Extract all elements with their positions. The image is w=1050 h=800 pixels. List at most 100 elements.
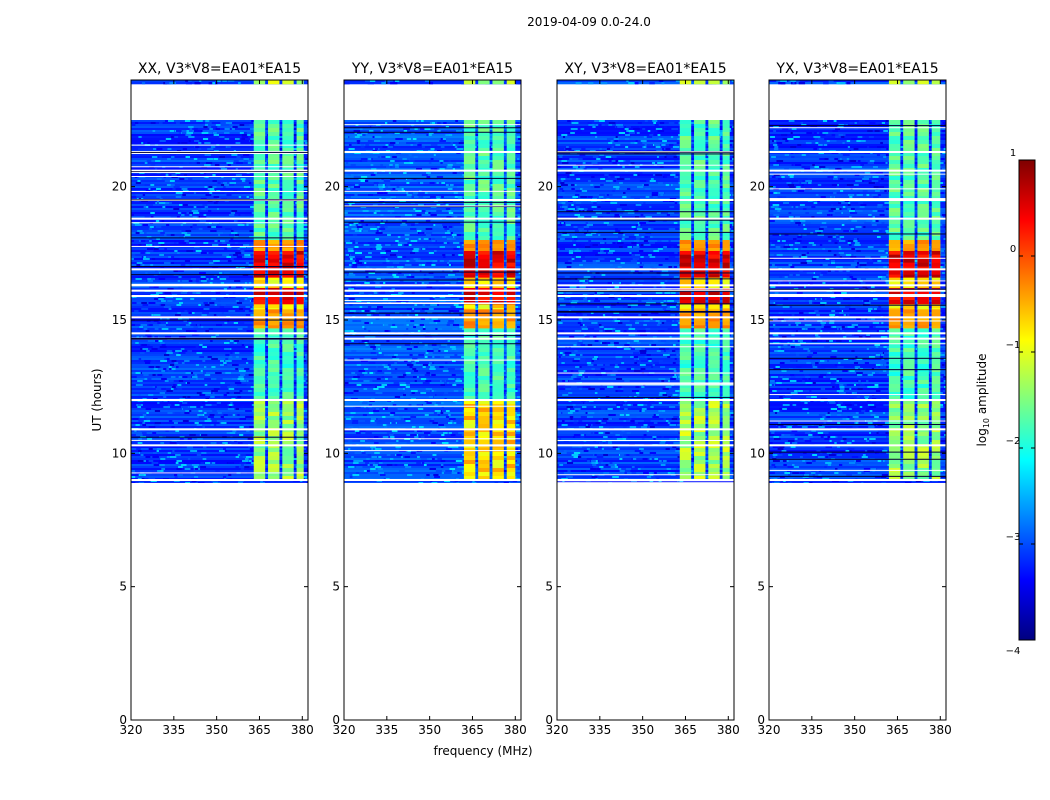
heatmap-cell <box>194 374 198 377</box>
heatmap-cell <box>204 154 212 157</box>
heatmap-cell <box>447 236 454 239</box>
rfi-cell <box>506 340 516 345</box>
x-tick-label: 335 <box>162 723 185 737</box>
heatmap-row <box>344 292 521 295</box>
rfi-cell <box>506 309 516 314</box>
rfi-cell <box>506 440 516 445</box>
heatmap-cell <box>408 120 415 123</box>
heatmap-cell <box>165 138 172 141</box>
heatmap-cell <box>410 416 417 419</box>
heatmap-cell <box>241 138 245 141</box>
rfi-cell <box>282 325 294 329</box>
heatmap-cell <box>197 324 200 327</box>
heatmap-row <box>344 354 521 357</box>
heatmap-cell <box>515 282 520 285</box>
rfi-cell <box>506 432 516 437</box>
heatmap-cell <box>365 144 370 147</box>
heatmap-row <box>344 480 521 483</box>
heatmap-cell <box>235 220 238 223</box>
rfi-cell <box>253 325 266 329</box>
heatmap-cell <box>502 184 509 187</box>
rfi-cell <box>492 148 504 153</box>
rfi-cell <box>463 120 476 125</box>
heatmap-cell <box>165 174 169 177</box>
heatmap-cell <box>304 142 308 145</box>
heatmap-row <box>131 138 308 141</box>
heatmap-cell <box>351 350 357 353</box>
heatmap-row <box>344 142 521 145</box>
rfi-cell <box>253 192 266 197</box>
rfi-cell <box>478 352 490 357</box>
heatmap-cell <box>346 188 351 191</box>
heatmap-cell <box>162 206 167 209</box>
heatmap-row <box>131 302 308 305</box>
rfi-cell <box>296 258 304 263</box>
heatmap-row <box>131 380 308 383</box>
heatmap-cell <box>302 228 308 231</box>
heatmap-cell <box>385 378 388 381</box>
heatmap-cell <box>181 280 189 283</box>
heatmap-cell <box>191 480 197 483</box>
heatmap-cell <box>173 208 180 211</box>
heatmap-cell <box>397 360 405 363</box>
rfi-cell <box>463 412 476 417</box>
rfi-cell <box>506 132 516 137</box>
heatmap-cell <box>140 454 144 457</box>
heatmap-cell <box>440 464 444 467</box>
heatmap-cell <box>142 432 147 435</box>
heatmap-cell <box>217 282 221 285</box>
rfi-cell <box>296 124 304 129</box>
rfi-cell <box>506 384 516 389</box>
rfi-cell <box>506 296 516 301</box>
heatmap-cell <box>168 366 172 369</box>
heatmap-cell <box>353 176 361 179</box>
heatmap-cell <box>372 464 378 467</box>
heatmap-cell <box>291 450 298 453</box>
heatmap-cell <box>304 440 308 443</box>
rfi-cell <box>506 120 516 125</box>
heatmap-cell <box>418 192 425 195</box>
heatmap-cell <box>196 120 203 123</box>
heatmap-cell <box>437 314 443 317</box>
heatmap-cell <box>226 162 234 165</box>
flag-line <box>131 245 308 247</box>
heatmap-cell <box>407 474 413 477</box>
rfi-cell <box>282 412 294 417</box>
heatmap-cell <box>457 466 465 469</box>
heatmap-cell <box>376 386 382 389</box>
heatmap-cell <box>222 476 227 479</box>
heatmap-cell <box>240 250 245 253</box>
heatmap-cell <box>164 180 170 183</box>
heatmap-cell <box>355 406 361 409</box>
heatmap-cell <box>393 82 398 85</box>
heatmap-cell <box>158 202 166 205</box>
heatmap-row <box>344 282 521 285</box>
heatmap-cell <box>181 142 188 145</box>
heatmap-cell <box>448 432 453 435</box>
rfi-cell <box>492 392 504 397</box>
heatmap-cell <box>442 204 448 207</box>
heatmap-cell <box>372 152 380 155</box>
heatmap-cell <box>159 324 166 327</box>
heatmap-cell <box>150 184 155 187</box>
heatmap-cell <box>416 450 420 453</box>
heatmap-cell <box>241 406 244 409</box>
rfi-cell <box>478 348 490 353</box>
rfi-cell <box>268 356 280 361</box>
flag-line <box>131 191 308 193</box>
heatmap-cell <box>201 172 207 175</box>
rfi-cell <box>463 436 476 441</box>
heatmap-cell <box>365 256 372 259</box>
heatmap-cell <box>410 358 414 361</box>
heatmap-row <box>131 406 308 409</box>
heatmap-cell <box>476 138 479 141</box>
heatmap-cell <box>136 132 140 135</box>
heatmap-cell <box>178 342 181 345</box>
rfi-cell <box>282 220 294 225</box>
heatmap-cell <box>387 368 391 371</box>
rfi-cell <box>506 208 516 213</box>
rfi-cell <box>296 340 304 345</box>
heatmap-cell <box>450 238 456 241</box>
heatmap-cell <box>196 282 203 285</box>
flag-line <box>131 171 308 173</box>
